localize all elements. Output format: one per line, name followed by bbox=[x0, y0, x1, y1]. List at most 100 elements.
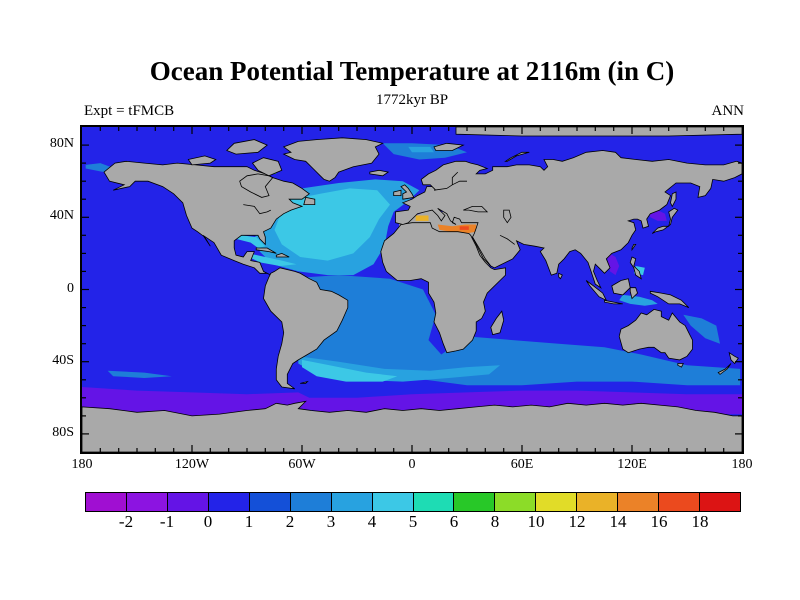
y-axis-label-80S: 80S bbox=[52, 424, 74, 440]
colorbar-segment-1 bbox=[126, 493, 168, 511]
x-axis-label-60E: 60E bbox=[510, 457, 534, 472]
coastline-great-lakes bbox=[243, 204, 271, 215]
land-new-zealand-north bbox=[728, 351, 739, 365]
land-greenland bbox=[282, 137, 384, 182]
colorbar-label-0: 0 bbox=[203, 512, 213, 531]
land-new-zealand-south bbox=[717, 363, 732, 375]
colorbar-label-12: 12 bbox=[568, 512, 586, 531]
season-label: ANN bbox=[711, 103, 745, 119]
ocean-region-fram-strait-spot bbox=[408, 146, 434, 153]
ocean-region-south-pacific-spot bbox=[107, 370, 172, 378]
ocean-region-banda-arafura-seas bbox=[619, 294, 658, 306]
colorbar-segment-8 bbox=[413, 493, 455, 511]
coastline-black-sea bbox=[463, 206, 489, 213]
colorbar-segment-2 bbox=[167, 493, 209, 511]
x-axis-label-120E: 120E bbox=[617, 457, 647, 472]
land-australia bbox=[618, 308, 693, 361]
land-sulawesi bbox=[629, 287, 638, 300]
land-cuba bbox=[255, 247, 277, 254]
coastline-persian-gulf-line bbox=[499, 234, 515, 245]
ocean-region-southwest-atlantic-tongue bbox=[302, 359, 398, 382]
ocean-region-tropical-south-atlantic-and-southern-indian bbox=[283, 275, 741, 386]
colorbar-segment-12 bbox=[577, 493, 619, 511]
land-baffin-island bbox=[251, 157, 283, 177]
colorbar-label-1: 1 bbox=[244, 512, 254, 531]
x-axis-label-120W: 120W bbox=[174, 457, 210, 472]
ocean-region-gulf-of-mexico bbox=[236, 235, 266, 248]
colorbar-label-8: 8 bbox=[490, 512, 500, 531]
colorbar-segment-5 bbox=[290, 493, 332, 511]
ocean-region-caribbean bbox=[248, 253, 297, 266]
land-hispaniola bbox=[275, 252, 290, 258]
land-madagascar bbox=[490, 310, 505, 336]
colorbar-label-5: 5 bbox=[408, 512, 418, 531]
colorbar-segment-0 bbox=[86, 493, 127, 511]
ocean-region-north-atlantic-core bbox=[274, 188, 390, 261]
y-axis-label-80N: 80N bbox=[49, 136, 74, 152]
ocean-region-south-china-sea bbox=[606, 251, 620, 276]
land-africa bbox=[380, 222, 506, 354]
colorbar-segment-14 bbox=[659, 493, 701, 511]
colorbar-label-2: 2 bbox=[285, 512, 295, 531]
y-axis-label-0: 0 bbox=[67, 280, 74, 296]
colorbar-segment-7 bbox=[372, 493, 414, 511]
colorbar-segment-11 bbox=[536, 493, 578, 511]
colorbar-label-14: 14 bbox=[609, 512, 627, 531]
land-iceland bbox=[369, 169, 390, 177]
y-axis-label-40N: 40N bbox=[49, 208, 74, 224]
land-philippines bbox=[629, 256, 642, 280]
land-novaya-zemlya bbox=[504, 151, 530, 162]
land-ireland bbox=[393, 189, 402, 196]
colorbar-segment-4 bbox=[249, 493, 291, 511]
ocean-region-east-mediterranean-warm-core bbox=[459, 226, 469, 230]
land-ellesmere-island bbox=[226, 139, 268, 155]
x-axis-label-180: 180 bbox=[71, 457, 93, 472]
land-antarctica bbox=[82, 400, 742, 452]
colorbar-label-3: 3 bbox=[326, 512, 336, 531]
world-temperature-map bbox=[82, 127, 742, 452]
land-britain bbox=[400, 184, 415, 200]
temperature-colorbar bbox=[85, 492, 741, 512]
land-svalbard bbox=[433, 142, 465, 151]
land-falkland-islands bbox=[300, 380, 309, 384]
land-sakhalin bbox=[670, 191, 677, 208]
x-axis-label-180: 180 bbox=[731, 457, 753, 472]
colorbar-labels: -2 -1 0 1 2 3 4 5 6 8 10 12 14 16 18 bbox=[85, 512, 741, 534]
colorbar-label-10: 10 bbox=[527, 512, 545, 531]
experiment-label: Expt = tFMCB bbox=[84, 103, 175, 119]
coastline-red-sea-line bbox=[472, 236, 492, 267]
x-axis-label-60W: 60W bbox=[288, 457, 316, 472]
map-plot-area bbox=[80, 125, 744, 454]
colorbar-label--1: -1 bbox=[159, 512, 175, 531]
land-south-america bbox=[263, 267, 349, 390]
colorbar-segment-10 bbox=[495, 493, 537, 511]
colorbar-segment-6 bbox=[331, 493, 373, 511]
x-axis-label-0: 0 bbox=[408, 457, 416, 472]
colorbar-label-4: 4 bbox=[367, 512, 377, 531]
land-newfoundland bbox=[303, 196, 316, 205]
plot-subtitle: 1772kyr BP bbox=[375, 92, 449, 108]
colorbar-label-18: 18 bbox=[691, 512, 709, 531]
land-tasmania bbox=[677, 363, 684, 368]
land-japan bbox=[651, 207, 679, 234]
colorbar-label-16: 16 bbox=[650, 512, 668, 531]
coastline-baltic-sea bbox=[433, 180, 467, 191]
coastline-gulf-of-bothnia bbox=[451, 171, 459, 185]
colorbar-segment-3 bbox=[208, 493, 250, 511]
land-sri-lanka bbox=[558, 272, 563, 280]
land-victoria-island bbox=[187, 155, 217, 166]
coastline-hudson-bay bbox=[239, 173, 274, 198]
ocean-region-coral-tasman-sea bbox=[683, 314, 720, 344]
y-axis-label-40S: 40S bbox=[52, 352, 74, 368]
land-new-guinea bbox=[649, 290, 690, 308]
plot-title: Ocean Potential Temperature at 2116m (in… bbox=[149, 56, 675, 86]
land-java bbox=[604, 299, 623, 305]
land-taiwan bbox=[631, 244, 637, 252]
colorbar-label--2: -2 bbox=[118, 512, 134, 531]
colorbar-segment-13 bbox=[618, 493, 660, 511]
coastline-caspian-sea bbox=[503, 209, 512, 224]
colorbar-label-6: 6 bbox=[449, 512, 459, 531]
land-arctic-polar-cap bbox=[455, 127, 742, 137]
ocean-region-west-mediterranean-patch bbox=[415, 215, 429, 221]
